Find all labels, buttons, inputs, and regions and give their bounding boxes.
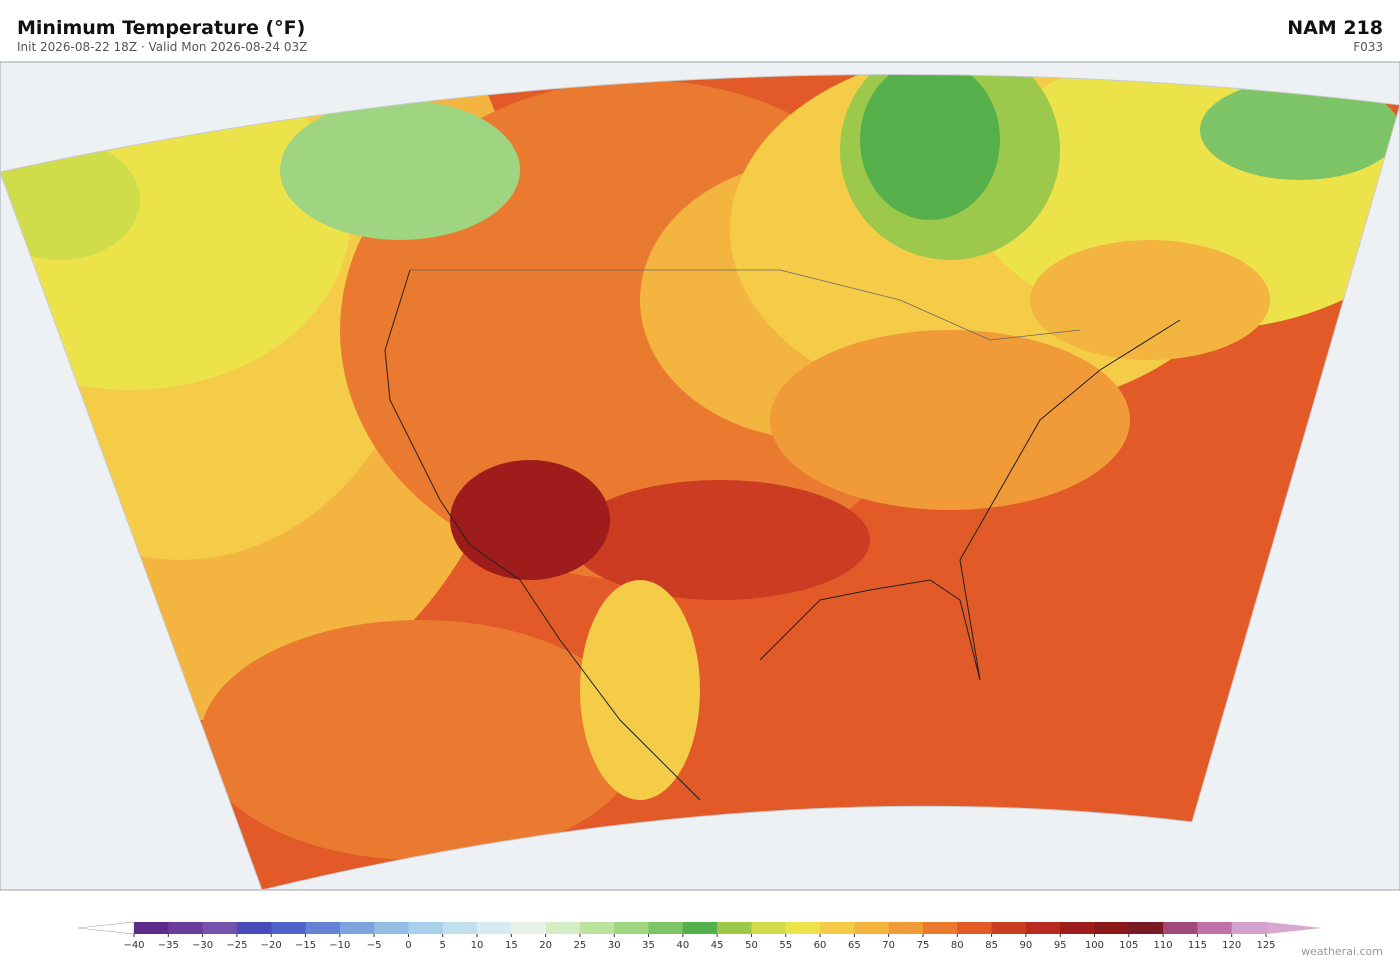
colorbar-segment bbox=[271, 922, 307, 934]
coastline bbox=[384, 269, 1181, 801]
colorbar-segment bbox=[648, 922, 684, 934]
colorbar-tick-label: 20 bbox=[539, 940, 552, 951]
colorbar-segment bbox=[511, 922, 547, 934]
colorbar-tick-label: 90 bbox=[1020, 940, 1033, 951]
colorbar-tick-label: 65 bbox=[848, 940, 861, 951]
colorbar-segment bbox=[682, 922, 718, 934]
colorbar-segment bbox=[579, 922, 615, 934]
colorbar: −40 −35 −30 −25 −20 −15 −10 −5 0 5 10 15 20 25 30 35 40 4… bbox=[77, 921, 1322, 951]
colorbar-tick-label: 35 bbox=[642, 940, 655, 951]
colorbar-tick-label: −25 bbox=[226, 940, 247, 951]
colorbar-tick-label: 25 bbox=[574, 940, 587, 951]
colorbar-segment bbox=[1163, 922, 1198, 934]
colorbar-tick-label: −5 bbox=[367, 940, 382, 951]
colorbar-segment bbox=[477, 922, 512, 934]
forecast-hour: F033 bbox=[1353, 40, 1383, 54]
colorbar-segment bbox=[717, 922, 752, 934]
colorbar-segment bbox=[1231, 922, 1267, 934]
model-label: NAM 218 bbox=[1287, 17, 1383, 39]
colorbar-tick-label: 30 bbox=[608, 940, 621, 951]
colorbar-segment bbox=[785, 922, 821, 934]
colorbar-tick-label: 85 bbox=[985, 940, 998, 951]
colorbar-tick-label: 110 bbox=[1154, 940, 1173, 951]
colorbar-tick-label: 125 bbox=[1256, 940, 1275, 951]
colorbar-tick-label: −40 bbox=[123, 940, 144, 951]
colorbar-segment bbox=[957, 922, 993, 934]
colorbar-tick-label: 60 bbox=[814, 940, 827, 951]
colorbar-segment bbox=[1060, 922, 1095, 934]
border bbox=[410, 269, 1081, 341]
colorbar-segment bbox=[922, 922, 958, 934]
colorbar-segment bbox=[408, 922, 444, 934]
colorbar-tick-label: 75 bbox=[917, 940, 930, 951]
colorbar-tick-label: 115 bbox=[1188, 940, 1207, 951]
colorbar-segment bbox=[305, 922, 341, 934]
colorbar-tick-label: −10 bbox=[329, 940, 350, 951]
colorbar-tick-label: 10 bbox=[471, 940, 484, 951]
colorbar-segment bbox=[1025, 922, 1061, 934]
colorbar-segment bbox=[751, 922, 787, 934]
colorbar-tick-label: −15 bbox=[295, 940, 316, 951]
colorbar-tick-label: 95 bbox=[1054, 940, 1067, 951]
colorbar-segment bbox=[991, 922, 1027, 934]
colorbar-segment bbox=[820, 922, 855, 934]
colorbar-tick-label: 50 bbox=[745, 940, 758, 951]
credit: weatherai.com bbox=[1301, 945, 1383, 958]
colorbar-segment bbox=[614, 922, 650, 934]
colorbar-tick-label: 40 bbox=[676, 940, 689, 951]
colorbar-segment bbox=[339, 922, 375, 934]
colorbar-tick-label: 45 bbox=[711, 940, 724, 951]
colorbar-segment bbox=[888, 922, 924, 934]
colorbar-tick-label: 120 bbox=[1222, 940, 1241, 951]
colorbar-tick-label: 55 bbox=[779, 940, 792, 951]
colorbar-tick-label: 105 bbox=[1119, 940, 1138, 951]
colorbar-tick-label: 15 bbox=[505, 940, 518, 951]
colorbar-segment bbox=[442, 922, 478, 934]
colorbar-segment bbox=[1197, 922, 1233, 934]
domain-outline bbox=[0, 74, 1400, 891]
colorbar-tick-label: 100 bbox=[1085, 940, 1104, 951]
colorbar-segment bbox=[134, 922, 169, 934]
colorbar-tick-label: 80 bbox=[951, 940, 964, 951]
colorbar-tick-label: −35 bbox=[158, 940, 179, 951]
colorbar-tick-label: 0 bbox=[405, 940, 411, 951]
colorbar-segment bbox=[168, 922, 204, 934]
subtitle: Init 2026-08-22 18Z · Valid Mon 2026-08-… bbox=[17, 40, 307, 54]
title: Minimum Temperature (°F) bbox=[17, 17, 305, 39]
colorbar-tick-label: 70 bbox=[882, 940, 895, 951]
colorbar-under bbox=[77, 921, 135, 935]
colorbar-segment bbox=[545, 922, 581, 934]
colorbar-tick-label: 5 bbox=[440, 940, 446, 951]
colorbar-segment bbox=[374, 922, 409, 934]
colorbar-over bbox=[1266, 922, 1322, 934]
colorbar-segment bbox=[854, 922, 890, 934]
colorbar-segment bbox=[202, 922, 238, 934]
colorbar-segment bbox=[1094, 922, 1130, 934]
colorbar-tick-label: −20 bbox=[261, 940, 282, 951]
colorbar-segment bbox=[236, 922, 272, 934]
colorbar-tick-label: −30 bbox=[192, 940, 213, 951]
colorbar-segment bbox=[1128, 922, 1164, 934]
